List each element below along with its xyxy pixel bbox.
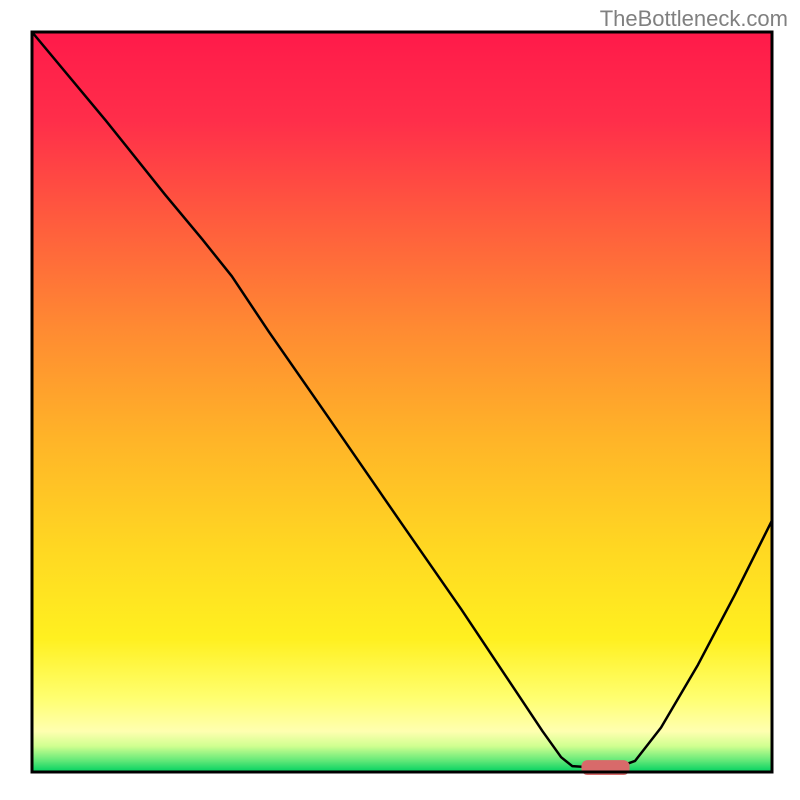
chart-container	[0, 0, 800, 800]
plot-background	[32, 32, 772, 772]
watermark-text: TheBottleneck.com	[600, 6, 788, 32]
bottleneck-chart	[0, 0, 800, 800]
